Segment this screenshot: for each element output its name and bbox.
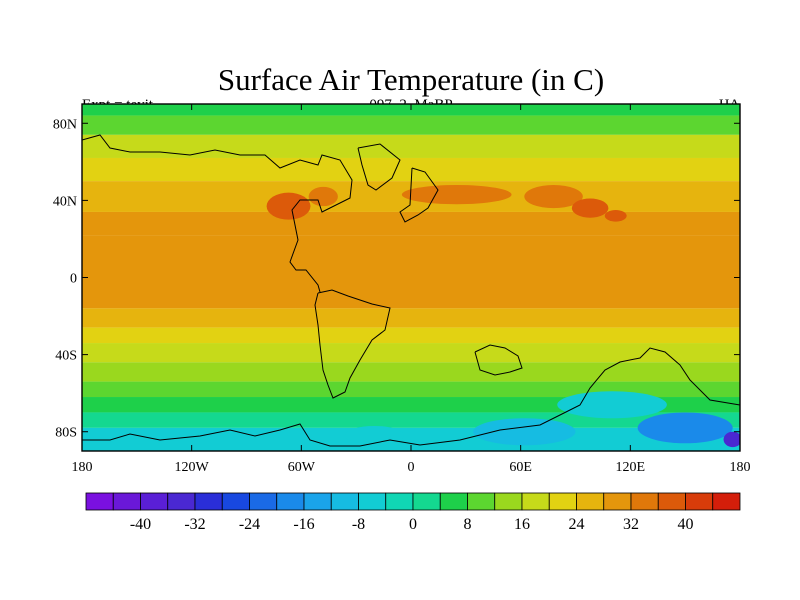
colorbar-swatch-19 xyxy=(603,492,632,511)
colorbar-label-6: 8 xyxy=(464,516,472,533)
colorbar-label-7: 16 xyxy=(514,516,530,533)
colorbar-swatch-8 xyxy=(303,492,332,511)
colorbar-swatch-1 xyxy=(112,492,141,511)
temperature-band-11 xyxy=(82,381,740,398)
south-america-outline xyxy=(314,289,391,399)
y-tick-label-0: 80N xyxy=(53,117,77,132)
colorbar-swatch-12 xyxy=(412,492,441,511)
temperature-band-3 xyxy=(82,157,740,182)
temperature-band-1 xyxy=(82,115,740,135)
colorbar-swatch-9 xyxy=(330,492,359,511)
temperature-anomaly-10 xyxy=(345,425,404,446)
colorbar-label-2: -24 xyxy=(239,516,260,533)
temperature-band-7 xyxy=(82,308,740,328)
temperature-anomaly-9 xyxy=(723,431,740,448)
temperature-band-9 xyxy=(82,343,740,363)
colorbar-swatch-16 xyxy=(521,492,550,511)
chart-title: Surface Air Temperature (in C) xyxy=(218,62,604,97)
colorbar-label-10: 40 xyxy=(678,516,694,533)
x-tick-label-1: 120W xyxy=(175,460,210,475)
colorbar-swatch-4 xyxy=(194,492,223,511)
x-tick-label-6: 180 xyxy=(730,460,751,475)
y-tick-label-3: 40S xyxy=(55,349,77,364)
colorbar-swatch-15 xyxy=(494,492,523,511)
colorbar-swatch-20 xyxy=(630,492,659,511)
europe-africa-outline xyxy=(399,167,439,223)
y-tick-label-4: 80S xyxy=(55,426,77,441)
map-plot-area xyxy=(82,104,740,451)
colorbar: -40 -32 -24 -16 -8 0 8 16 24 32 40 xyxy=(85,492,741,533)
y-axis: 80N 40N 0 40S 80S xyxy=(53,117,740,441)
colorbar-swatch-0 xyxy=(85,492,114,511)
temperature-anomaly-4 xyxy=(571,198,609,218)
x-tick-label-3: 0 xyxy=(408,460,415,475)
colorbar-swatch-5 xyxy=(221,492,250,511)
temperature-anomaly-6 xyxy=(557,391,667,419)
x-tick-label-4: 60E xyxy=(509,460,532,475)
colorbar-swatch-2 xyxy=(140,492,169,511)
colorbar-swatch-14 xyxy=(467,492,496,511)
x-tick-label-2: 60W xyxy=(288,460,316,475)
colorbar-swatch-17 xyxy=(548,492,577,511)
antarctica-outline xyxy=(82,347,740,447)
colorbar-swatch-3 xyxy=(167,492,196,511)
colorbar-swatch-6 xyxy=(249,492,278,511)
y-tick-label-1: 40N xyxy=(53,194,77,209)
north-america-outline xyxy=(82,134,353,293)
temperature-anomaly-5 xyxy=(604,210,627,222)
australia-outline xyxy=(474,344,523,376)
colorbar-label-0: -40 xyxy=(130,516,151,533)
temperature-band-10 xyxy=(82,362,740,382)
colorbar-swatch-7 xyxy=(276,492,305,511)
temperature-band-2 xyxy=(82,134,740,158)
temperature-band-8 xyxy=(82,327,740,344)
temperature-anomaly-8 xyxy=(473,418,576,446)
temperature-anomaly-2 xyxy=(401,184,512,205)
temperature-anomaly-1 xyxy=(308,186,338,207)
temperature-band-13 xyxy=(82,412,740,428)
y-tick-label-2: 0 xyxy=(70,272,77,287)
colorbar-swatch-18 xyxy=(576,492,605,511)
colorbar-swatch-23 xyxy=(712,492,741,511)
colorbar-label-3: -16 xyxy=(293,516,314,533)
temperature-anomaly-3 xyxy=(524,184,583,209)
colorbar-label-4: -8 xyxy=(352,516,365,533)
colorbar-label-5: 0 xyxy=(409,516,417,533)
x-tick-label-0: 180 xyxy=(72,460,93,475)
x-axis: 180 120W 60W 0 60E 120E 180 xyxy=(72,104,751,475)
colorbar-swatch-22 xyxy=(685,492,714,511)
colorbar-label-1: -32 xyxy=(184,516,205,533)
temperature-band-6 xyxy=(82,235,740,309)
temperature-band-5 xyxy=(82,211,740,236)
colorbar-swatch-13 xyxy=(439,492,468,511)
colorbar-swatch-11 xyxy=(385,492,414,511)
colorbar-swatch-21 xyxy=(657,492,686,511)
x-tick-label-5: 120E xyxy=(616,460,646,475)
colorbar-swatch-10 xyxy=(358,492,387,511)
colorbar-label-9: 32 xyxy=(623,516,639,533)
temperature-anomaly-0 xyxy=(266,192,311,220)
colorbar-label-8: 24 xyxy=(569,516,585,533)
greenland-outline xyxy=(357,143,401,191)
temperature-anomaly-7 xyxy=(637,412,733,444)
continent-outlines xyxy=(82,134,740,447)
